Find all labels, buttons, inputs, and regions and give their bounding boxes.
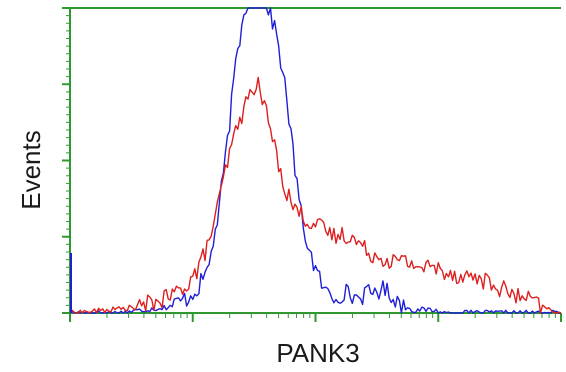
x-axis-ticks: [69, 313, 562, 322]
x-axis-label: PANK3: [276, 338, 359, 368]
series-line-blue: [69, 7, 561, 314]
series-layer: [69, 7, 562, 314]
y-axis-label: Events: [16, 130, 46, 210]
y-axis-ticks: [62, 7, 70, 314]
series-line-red: [69, 76, 562, 314]
